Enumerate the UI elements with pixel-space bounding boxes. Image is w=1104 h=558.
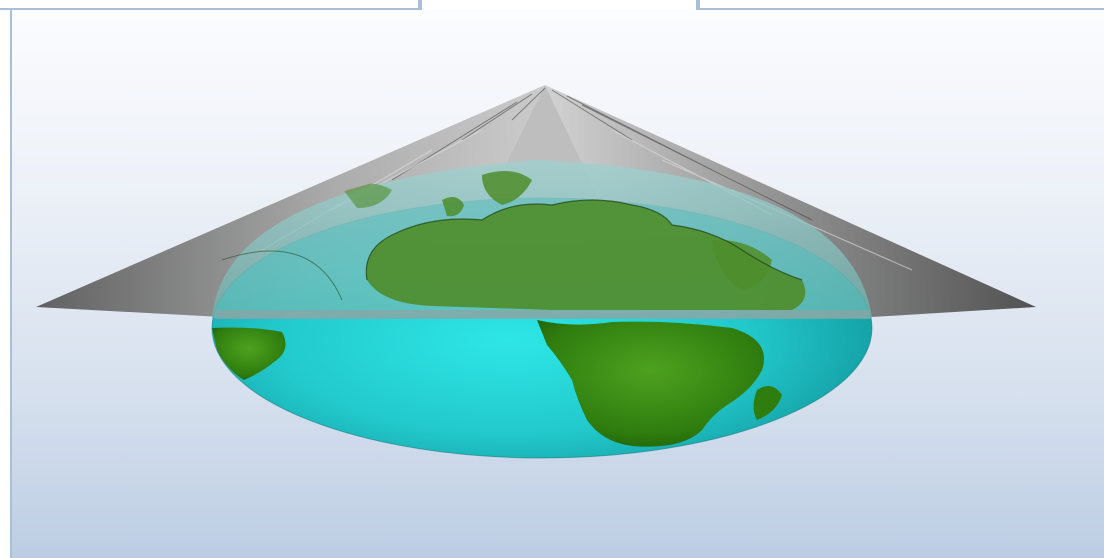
scene-canvas[interactable] — [12, 10, 1104, 558]
right-panel-edge — [698, 0, 1104, 10]
left-panel-edge — [0, 0, 420, 10]
3d-viewport[interactable] — [10, 10, 1104, 558]
active-tab[interactable] — [420, 0, 698, 13]
tab-strip — [0, 0, 1104, 13]
globe-upper — [212, 160, 872, 318]
equator-band — [215, 310, 870, 319]
